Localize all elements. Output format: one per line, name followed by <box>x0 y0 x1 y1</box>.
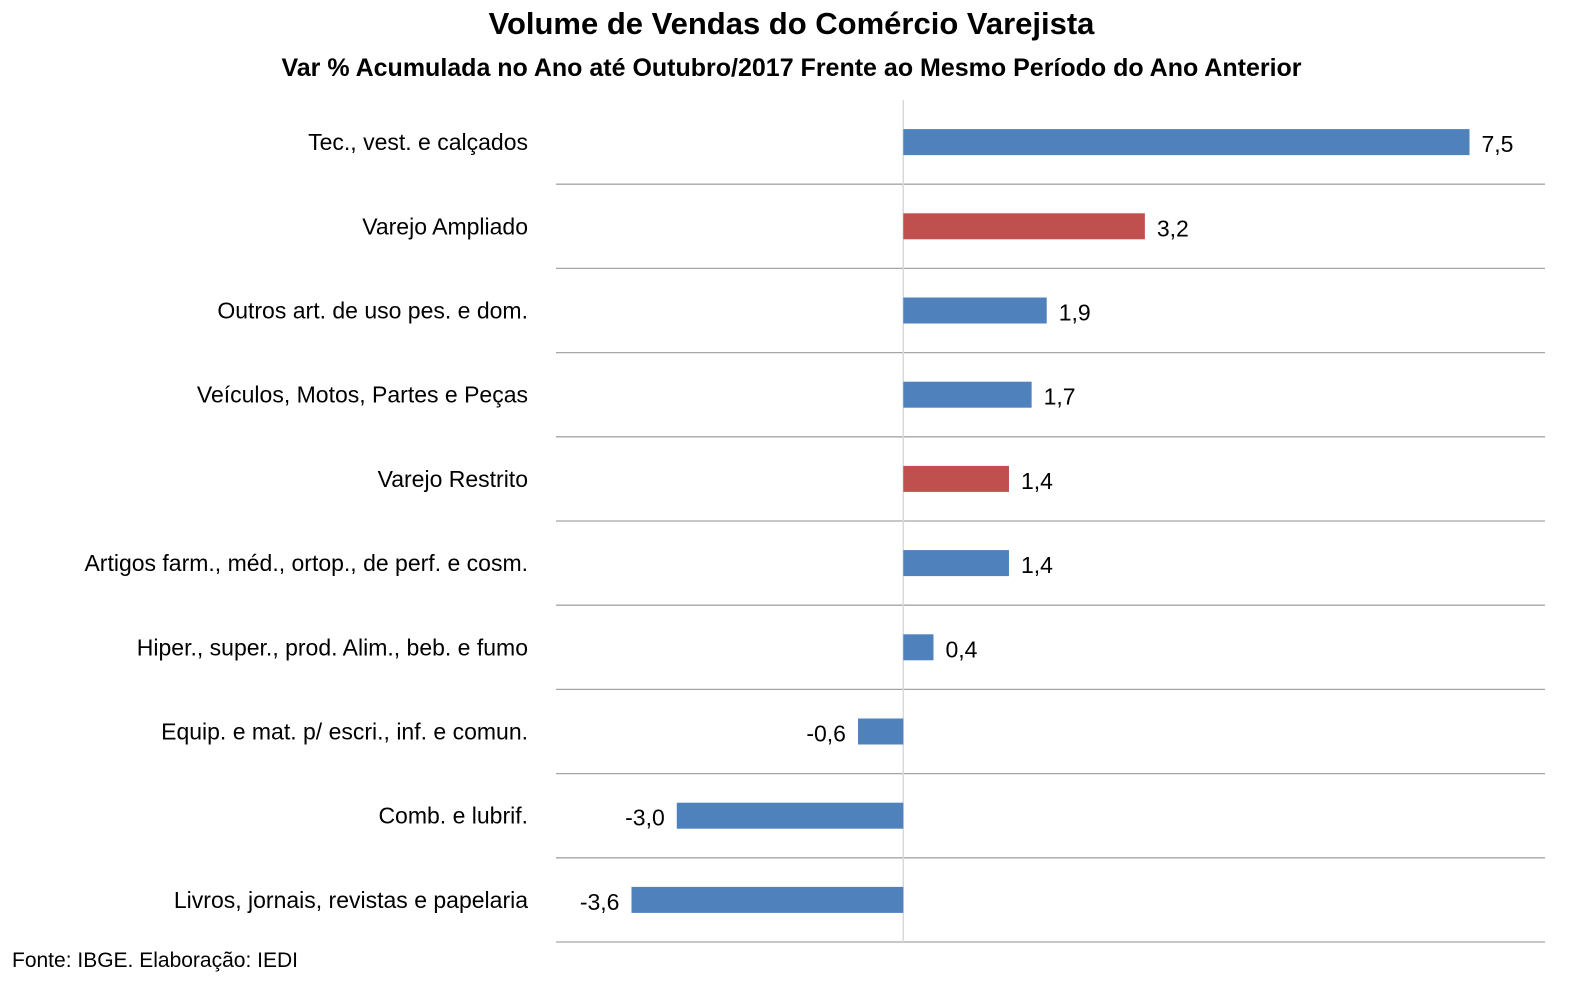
chart-title: Volume de Vendas do Comércio Varejista <box>488 6 1095 41</box>
category-label: Varejo Restrito <box>378 466 528 492</box>
category-label: Outros art. de uso pes. e dom. <box>217 298 528 324</box>
bar-8 <box>857 718 904 745</box>
category-label: Comb. e lubrif. <box>378 803 528 829</box>
chart-subtitle: Var % Acumulada no Ano até Outubro/2017 … <box>281 54 1302 82</box>
data-label: 3,2 <box>1157 215 1189 241</box>
data-label: 1,4 <box>1021 552 1053 578</box>
bar-7 <box>903 634 934 661</box>
data-label: 7,5 <box>1482 131 1514 157</box>
category-label: Varejo Ampliado <box>362 213 528 239</box>
category-label: Hiper., super., prod. Alim., beb. e fumo <box>137 634 528 660</box>
bar-1 <box>903 129 1470 156</box>
bar-4 <box>903 381 1032 408</box>
bar-2 <box>903 213 1145 240</box>
source-note: Fonte: IBGE. Elaboração: IEDI <box>12 949 298 972</box>
category-label: Veículos, Motos, Partes e Peças <box>197 382 528 408</box>
data-label: 0,4 <box>945 636 977 662</box>
bar-10 <box>631 886 904 913</box>
bar-5 <box>903 465 1009 492</box>
data-label: -3,0 <box>625 805 665 831</box>
category-label: Artigos farm., méd., ortop., de perf. e … <box>84 550 528 576</box>
data-label: -3,6 <box>580 889 620 915</box>
data-label: 1,9 <box>1059 300 1091 326</box>
data-label: 1,4 <box>1021 468 1053 494</box>
data-label: -0,6 <box>806 721 846 747</box>
data-label: 1,7 <box>1044 384 1076 410</box>
bar-6 <box>903 550 1009 577</box>
category-label: Equip. e mat. p/ escri., inf. e comun. <box>161 719 528 745</box>
bar-9 <box>676 802 904 829</box>
bar-3 <box>903 297 1047 324</box>
category-label: Livros, jornais, revistas e papelaria <box>174 887 528 913</box>
category-label: Tec., vest. e calçados <box>308 129 528 155</box>
